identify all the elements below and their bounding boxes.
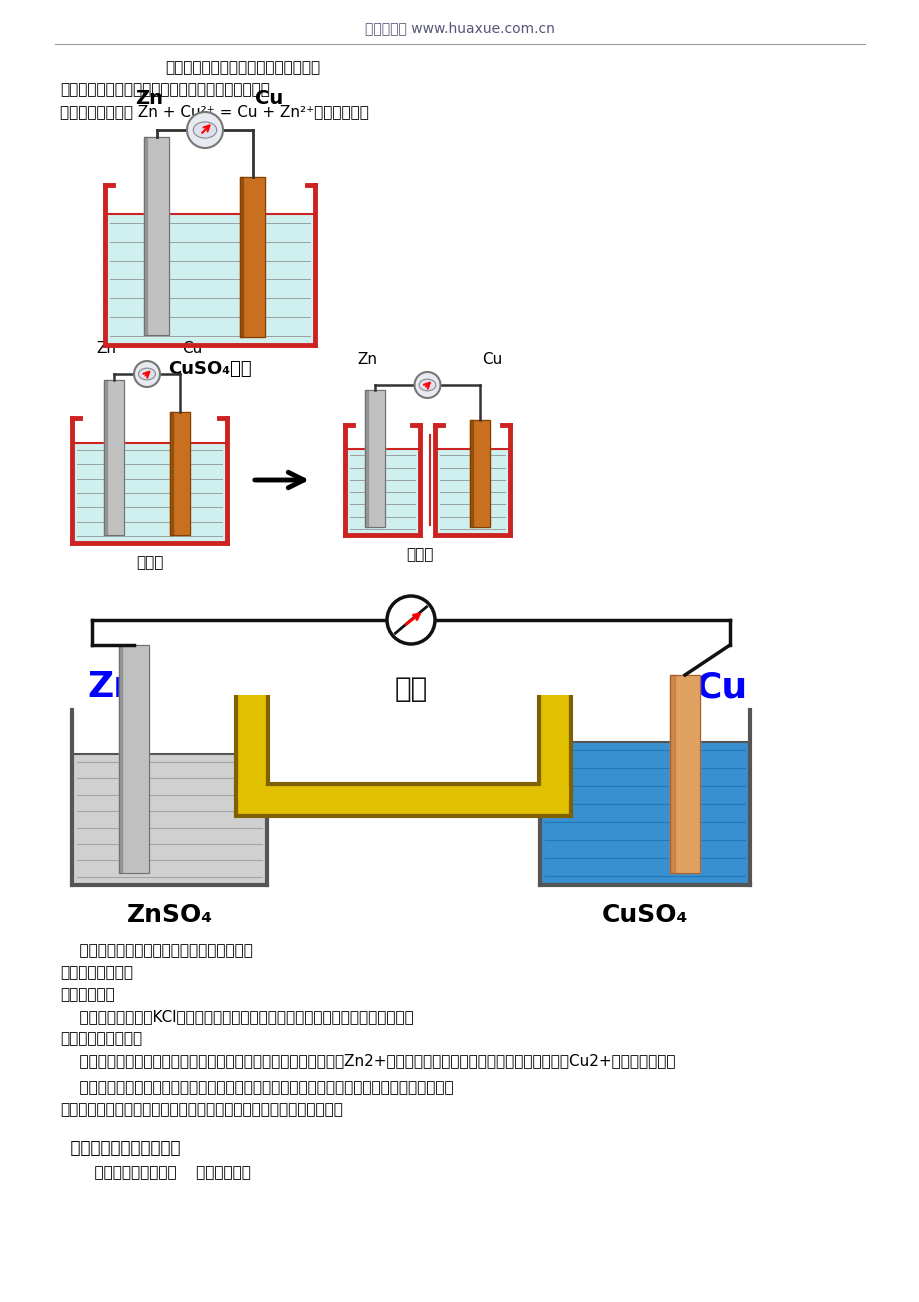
Bar — [119, 644, 149, 874]
Ellipse shape — [418, 379, 436, 391]
Text: Zn: Zn — [87, 671, 139, 704]
Ellipse shape — [139, 368, 155, 380]
Bar — [104, 380, 124, 535]
Circle shape — [387, 596, 435, 644]
Bar — [105, 214, 314, 345]
Bar — [119, 644, 122, 874]
Circle shape — [134, 361, 160, 387]
Text: 此电池的优点：能产生持续、稳定的电流。: 此电池的优点：能产生持续、稳定的电流。 — [60, 943, 253, 958]
Text: Cu: Cu — [482, 352, 502, 367]
Text: Cu: Cu — [255, 89, 283, 108]
Text: 盐桥保障了电子通过外电路从锤到铜的不断转移，使锤的溶解和铜的析出过程得以继续进行。: 盐桥保障了电子通过外电路从锤到铜的不断转移，使锤的溶解和铜的析出过程得以继续进行… — [60, 1079, 453, 1095]
Bar — [539, 742, 749, 885]
Bar — [669, 674, 699, 874]
Bar — [240, 177, 266, 337]
Bar — [669, 674, 699, 874]
Bar — [470, 421, 490, 527]
Bar — [72, 443, 227, 543]
Bar — [144, 137, 169, 335]
Text: 思考：如何根据氧化还原反应原理来设计原电池呢？: 思考：如何根据氧化还原反应原理来设计原电池呢？ — [60, 82, 269, 98]
Text: 请将氧化还原反应 Zn + Cu²⁺ = Cu + Zn²⁺设计成电池：: 请将氧化还原反应 Zn + Cu²⁺ = Cu + Zn²⁺设计成电池： — [60, 104, 369, 118]
Text: 正极反应：得到电子    （还原反应）: 正极反应：得到电子 （还原反应） — [75, 1165, 251, 1180]
Text: 导线的作用是传递电子，沟通外电路。而盐桥的作用则是沟通内电路。: 导线的作用是传递电子，沟通外电路。而盐桥的作用则是沟通内电路。 — [60, 1101, 343, 1117]
Bar — [144, 137, 169, 335]
Bar — [345, 449, 420, 535]
Bar — [669, 674, 675, 874]
Text: 盐桥中装有饱和的KCl溶液和琼脂制成的胶冻，胶冻的作用是防止管中溶液流出。: 盐桥中装有饱和的KCl溶液和琼脂制成的胶冻，胶冻的作用是防止管中溶液流出。 — [60, 1009, 414, 1023]
Text: 化学教育网 www.huaxue.com.cn: 化学教育网 www.huaxue.com.cn — [365, 21, 554, 35]
Bar — [170, 411, 190, 535]
Bar — [365, 391, 384, 527]
Text: Zn: Zn — [135, 89, 163, 108]
Bar — [365, 391, 384, 527]
Text: Cu: Cu — [182, 341, 202, 355]
Text: 盐桥的作用是什么？: 盐桥的作用是什么？ — [60, 1031, 142, 1046]
Bar — [240, 177, 244, 337]
Bar — [470, 421, 490, 527]
Text: CuSO₄溶液: CuSO₄溶液 — [168, 359, 252, 378]
Bar — [72, 754, 267, 885]
Text: Zn: Zn — [357, 352, 377, 367]
Text: Cu: Cu — [694, 671, 746, 704]
Bar — [119, 644, 149, 874]
Text: 镁和铝一起用导线相连插入氧氧化钓中: 镁和铝一起用导线相连插入氧氧化钓中 — [165, 60, 320, 76]
Bar — [104, 380, 107, 535]
Bar — [240, 177, 266, 337]
Text: 硫酸铜: 硫酸铜 — [406, 547, 433, 562]
Text: ZnSO₄: ZnSO₄ — [126, 904, 212, 927]
Circle shape — [187, 112, 222, 148]
Text: CuSO₄: CuSO₄ — [601, 904, 687, 927]
Bar — [435, 449, 509, 535]
Text: 可使它连接的两溶液保持电中性，否则锤盐溶液会由于锤溶解成为Zn2+而带上正电，铜盐溶液会由于铜的析出减少了Cu2+而带上了负电。: 可使它连接的两溶液保持电中性，否则锤盐溶液会由于锤溶解成为Zn2+而带上正电，铜… — [60, 1053, 675, 1068]
Text: 盐桥: 盐桥 — [394, 674, 427, 703]
Text: 硫酸铜: 硫酸铜 — [136, 555, 163, 570]
Bar — [104, 380, 124, 535]
Bar — [144, 137, 147, 335]
Circle shape — [414, 372, 440, 398]
Text: 其中，用到了盐桥: 其中，用到了盐桥 — [60, 965, 133, 980]
Bar — [470, 421, 472, 527]
Bar — [365, 391, 368, 527]
Ellipse shape — [193, 122, 217, 138]
Bar — [170, 411, 190, 535]
Text: 什么是盐桥？: 什么是盐桥？ — [60, 987, 115, 1003]
Bar — [170, 411, 173, 535]
Text: 三、原电池的工作原理：: 三、原电池的工作原理： — [60, 1139, 180, 1157]
Text: Zn: Zn — [96, 341, 116, 355]
